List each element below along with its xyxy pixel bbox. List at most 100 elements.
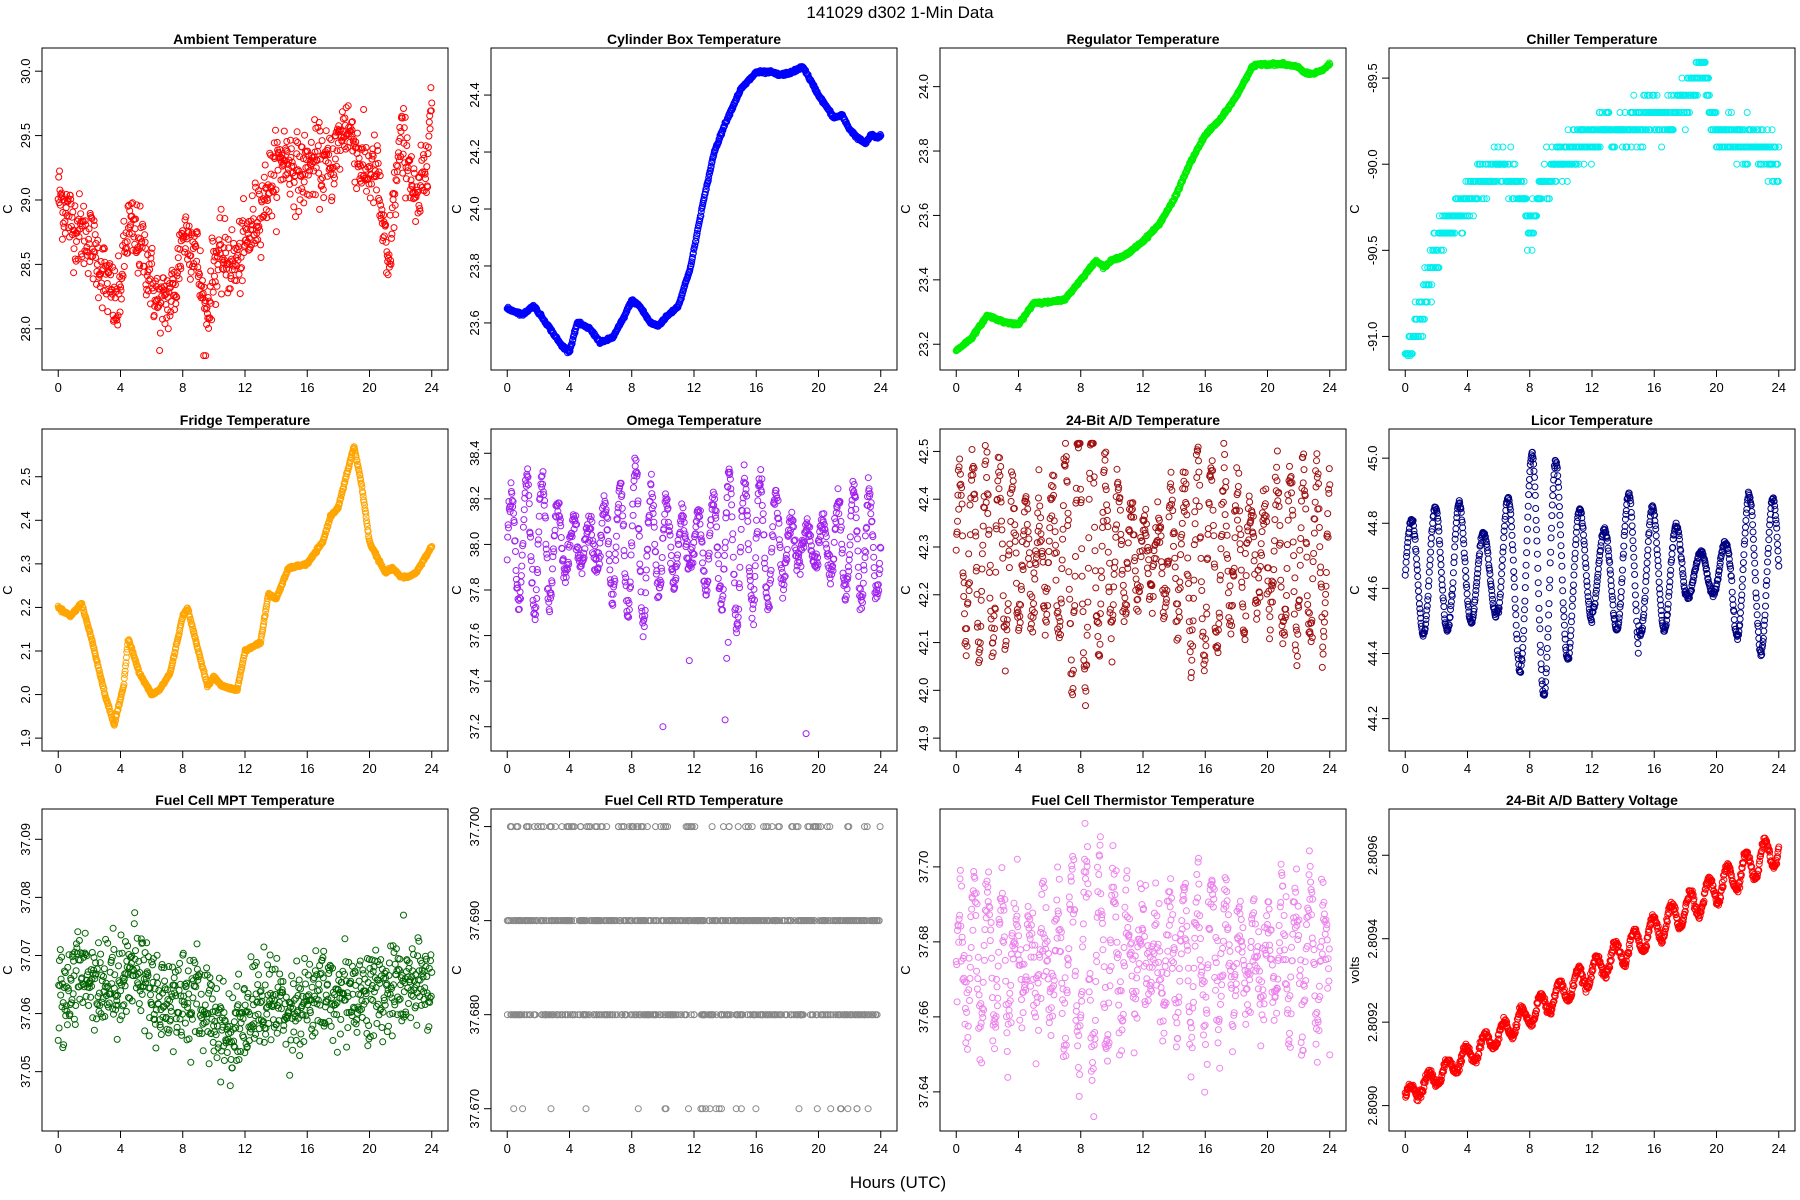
- data-point: [333, 147, 341, 155]
- data-point: [315, 169, 323, 177]
- data-point: [414, 209, 422, 217]
- data-point: [292, 213, 299, 221]
- data-point: [518, 551, 526, 559]
- data-point: [342, 145, 350, 153]
- y-tick-label: 28.5: [18, 252, 33, 277]
- data-point: [300, 199, 308, 207]
- data-point: [605, 557, 613, 565]
- data-point: [103, 280, 111, 287]
- data-point: [208, 234, 216, 242]
- data-point: [299, 188, 307, 196]
- data-point: [270, 139, 278, 147]
- data-point: [192, 228, 200, 236]
- data-point: [214, 266, 222, 274]
- x-tick-label: 8: [179, 761, 186, 776]
- data-point: [142, 244, 149, 252]
- data-point: [254, 236, 262, 244]
- data-point: [612, 556, 620, 564]
- data-point: [148, 260, 156, 268]
- y-tick-label: 24.0: [916, 74, 931, 99]
- x-tick-label: 24: [425, 761, 439, 776]
- data-point: [261, 161, 269, 169]
- data-point: [228, 266, 236, 274]
- data-point: [374, 147, 382, 154]
- data-point: [1507, 143, 1515, 151]
- data-points: [1401, 58, 1783, 360]
- data-point: [80, 202, 88, 210]
- data-point: [213, 282, 221, 290]
- data-point: [688, 258, 696, 266]
- data-point: [518, 562, 526, 570]
- data-point: [107, 271, 115, 279]
- data-point: [620, 314, 628, 322]
- data-point: [185, 222, 193, 230]
- data-point: [388, 230, 396, 238]
- data-point: [612, 543, 620, 551]
- x-tick-label: 4: [566, 380, 573, 395]
- data-point: [249, 205, 257, 213]
- data-point: [211, 278, 219, 286]
- data-point: [520, 506, 528, 514]
- data-point: [366, 194, 374, 202]
- data-point: [62, 204, 70, 212]
- y-tick-label: 2.0: [18, 686, 33, 704]
- data-point: [417, 169, 425, 177]
- data-point: [136, 202, 144, 210]
- data-point: [282, 146, 290, 154]
- data-point: [248, 221, 256, 229]
- data-point: [298, 143, 306, 151]
- data-point: [317, 175, 325, 183]
- data-point: [373, 142, 381, 150]
- data-point: [362, 144, 370, 151]
- data-point: [133, 247, 141, 255]
- data-point: [424, 143, 432, 151]
- data-point: [311, 191, 319, 199]
- data-point: [202, 352, 210, 360]
- data-point: [55, 173, 63, 181]
- data-point: [389, 196, 397, 204]
- data-point: [67, 195, 75, 203]
- data-point: [557, 534, 565, 541]
- data-point: [316, 205, 324, 213]
- data-point: [403, 134, 411, 142]
- data-point: [418, 183, 426, 191]
- data-point: [80, 260, 88, 268]
- data-point: [255, 190, 263, 198]
- data-point: [307, 138, 315, 146]
- data-point: [706, 166, 714, 174]
- x-tick-label: 24: [874, 761, 888, 776]
- y-tick-label: 2.1: [18, 642, 33, 660]
- data-point: [401, 113, 409, 121]
- y-axis-label: C: [898, 204, 913, 213]
- data-point: [236, 290, 244, 298]
- data-point: [517, 572, 525, 580]
- data-point: [387, 257, 395, 264]
- data-point: [283, 138, 291, 145]
- data-point: [97, 258, 105, 265]
- x-tick-label: 16: [300, 761, 314, 776]
- data-point: [61, 229, 69, 237]
- data-point: [309, 158, 317, 166]
- data-point: [272, 228, 280, 236]
- data-point: [115, 252, 122, 260]
- chart-title: Ambient Temperature: [173, 31, 317, 47]
- data-point: [122, 245, 129, 253]
- data-point: [72, 257, 80, 265]
- data-point: [618, 504, 626, 512]
- y-tick-label: 2.4: [18, 511, 33, 529]
- data-point: [256, 226, 264, 234]
- data-point: [71, 202, 79, 210]
- data-point: [84, 270, 92, 277]
- data-point: [75, 190, 83, 198]
- x-tick-label: 4: [1464, 380, 1471, 395]
- data-point: [224, 235, 232, 243]
- y-tick-label: 2.2: [18, 598, 33, 616]
- y-tick-label: -90.0: [1365, 149, 1380, 179]
- data-point: [248, 192, 256, 200]
- data-point: [194, 263, 202, 271]
- data-point: [375, 168, 383, 176]
- data-point: [56, 167, 63, 175]
- data-point: [117, 295, 125, 303]
- data-point: [390, 168, 398, 176]
